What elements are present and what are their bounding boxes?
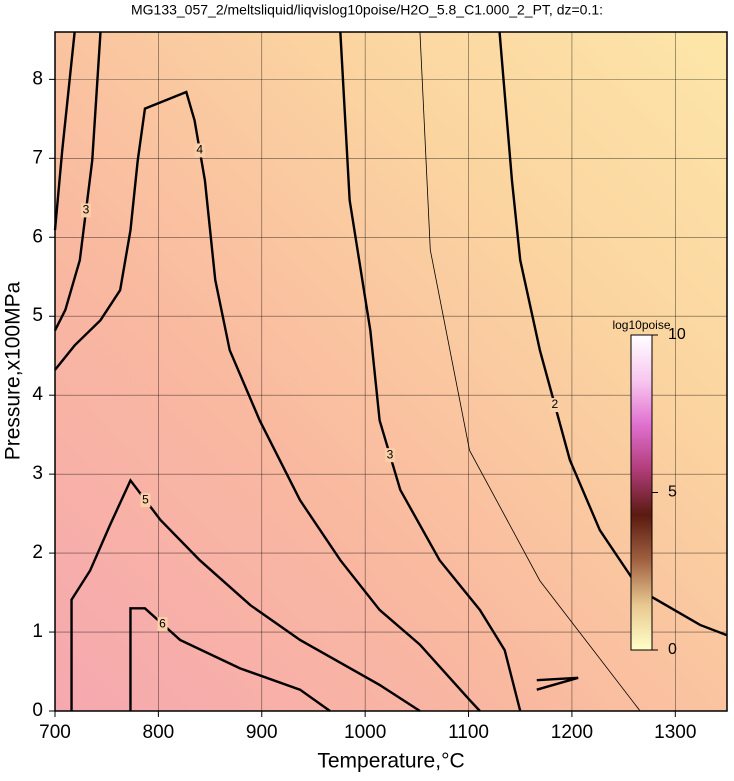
contour-label-bg — [384, 448, 395, 463]
contour-label-bg — [549, 398, 560, 413]
grid — [54, 32, 727, 712]
colorbar-tick-label: 0 — [668, 641, 677, 658]
contour-label: 2 — [552, 397, 559, 411]
y-tick-label: 1 — [32, 621, 43, 642]
x-tick-label: 1200 — [551, 722, 593, 743]
x-tick-label: 700 — [39, 722, 71, 743]
contour-label-bg — [194, 143, 205, 158]
contour-label-bg — [81, 203, 92, 218]
colorbar-tick-label: 5 — [668, 484, 677, 501]
y-tick-label: 5 — [32, 305, 43, 326]
contour-line — [53, 31, 102, 331]
colorbar-label: log10poise — [612, 318, 670, 332]
y-axis-label: Pressure,x100MPa — [2, 281, 25, 460]
contour-label: 3 — [387, 447, 394, 461]
chart-title: MG133_057_2/meltsliquid/liqvislog10poise… — [131, 2, 603, 18]
y-tick-label: 3 — [32, 463, 43, 484]
y-tick-label: 2 — [32, 542, 43, 563]
contour-label: 6 — [159, 616, 166, 630]
contour-line — [339, 31, 522, 712]
y-tick-label: 0 — [32, 700, 43, 721]
y-tick-label: 7 — [32, 147, 43, 168]
contours: 2 3 3 4 5 6 — [53, 31, 728, 713]
y-tick-label: 6 — [32, 226, 43, 247]
contour-label: 3 — [83, 203, 90, 217]
y-tick-label: 8 — [32, 68, 43, 89]
colorbar-tick-label: 10 — [668, 326, 686, 343]
plot-background — [55, 32, 727, 711]
y-tick-label: 4 — [32, 384, 43, 405]
contour-line — [54, 90, 481, 712]
x-tick-label: 1000 — [344, 722, 386, 743]
contour-line — [129, 607, 331, 712]
contour-label: 4 — [196, 143, 203, 157]
x-axis-label: Temperature,°C — [317, 750, 464, 773]
colorbar: log10poise 0 5 10 — [612, 318, 685, 658]
contour-line — [536, 676, 579, 691]
contour-label: 5 — [142, 492, 149, 506]
x-tick-label: 900 — [246, 722, 278, 743]
contour-line — [498, 31, 728, 637]
x-tick-label: 1100 — [448, 722, 489, 743]
contour-line — [70, 478, 421, 713]
contour-line — [419, 31, 641, 712]
contour-line — [53, 31, 76, 231]
contour-label-bg — [157, 617, 168, 632]
plot-frame — [54, 31, 728, 712]
contour-label-bg — [140, 493, 151, 508]
x-tick-label: 800 — [143, 722, 175, 743]
x-tick-label: 1300 — [654, 722, 696, 743]
colorbar-scale — [630, 334, 653, 651]
